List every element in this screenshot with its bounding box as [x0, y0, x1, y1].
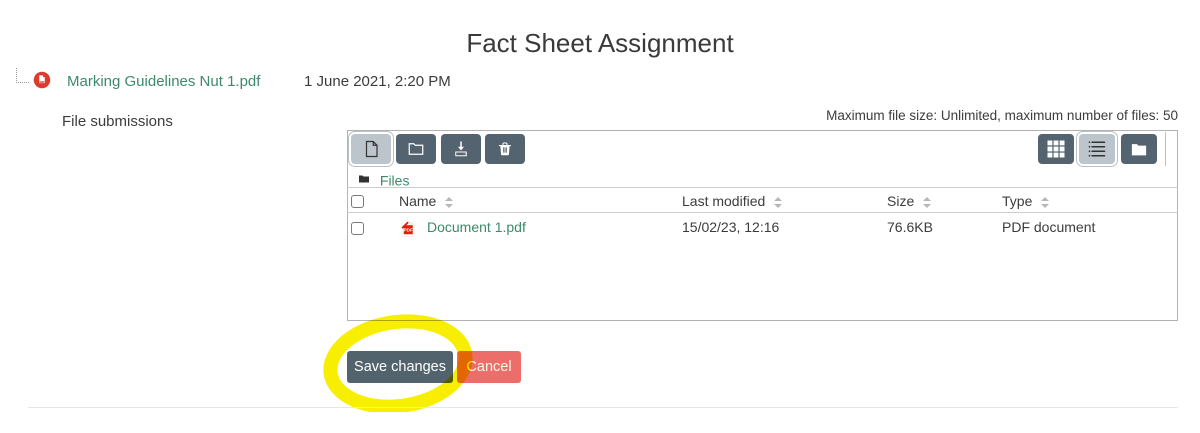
svg-text:PDF: PDF: [404, 228, 414, 234]
